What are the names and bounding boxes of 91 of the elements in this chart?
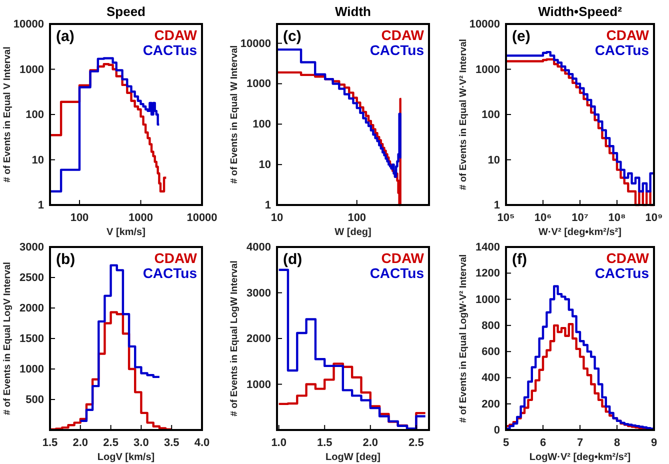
y-tick-label: 1200	[476, 268, 500, 280]
series-label: CACTus	[142, 265, 198, 281]
x-axis-title: W [deg]	[334, 227, 372, 238]
x-axis-title: W·V² [deg•km²/s²]	[538, 227, 622, 238]
y-tick-label: 3000	[246, 287, 271, 300]
y-tick-label: 1500	[20, 333, 44, 346]
y-axis-title: # of Events in Equal W Interval	[229, 45, 240, 184]
x-axis-title: LogW·V² [deg•km²/s²]	[529, 452, 631, 463]
x-tick-label: 10⁶	[534, 212, 552, 224]
x-tick-label: 1000	[128, 212, 153, 224]
x-tick-label: 9	[650, 436, 658, 449]
y-tick-label: 100	[482, 109, 500, 122]
chart-title: Width•Speed²	[538, 4, 623, 19]
x-tick-label: 5	[502, 436, 510, 449]
y-axis-title: # of Events in Equal LogV Interval	[2, 262, 13, 416]
x-tick-label: 10⁵	[497, 212, 515, 224]
text: CDAW	[381, 250, 425, 266]
text: CACTus	[370, 42, 424, 58]
y-axis-title: # of Events in Equal W·V² Interval	[458, 39, 469, 190]
y-axis-title: # of Events in Equal LogW Interval	[229, 260, 240, 416]
y-tick-label: 100	[26, 109, 44, 122]
x-axis-title: LogW [deg]	[326, 452, 380, 463]
x-tick-label: 7	[576, 436, 584, 449]
annotation: (b)	[56, 251, 76, 268]
annotation: (e)	[512, 28, 530, 45]
x-tick-label: 2.0	[362, 436, 378, 449]
y-tick-label: 1000	[246, 378, 271, 391]
y-tick-label: 1000	[20, 64, 44, 76]
y-tick-label: 10000	[240, 38, 271, 50]
y-tick-label: 1	[38, 200, 44, 212]
x-tick-label: 8	[614, 436, 620, 449]
x-tick-label: 100	[70, 212, 89, 224]
y-tick-label: 400	[482, 372, 500, 384]
y-tick-label: 2500	[20, 272, 44, 284]
y-tick-label: 3000	[20, 242, 44, 254]
text: CDAW	[381, 27, 425, 43]
text: CACTus	[594, 265, 650, 281]
x-tick-label: 100	[348, 212, 366, 224]
text: CACTus	[370, 265, 424, 281]
chart-title: Width	[335, 4, 372, 19]
x-axis-title: V [km/s]	[106, 227, 146, 238]
y-tick-label: 4000	[246, 242, 271, 254]
text: CDAW	[154, 27, 198, 43]
x-tick-label: 2.5	[408, 436, 424, 449]
y-tick-label: 10	[32, 154, 44, 166]
y-tick-label: 100	[252, 118, 271, 131]
x-tick-label: 6	[540, 436, 546, 449]
x-tick-label: 4.0	[194, 436, 210, 449]
series-label: CACTus	[594, 42, 650, 58]
y-tick-label: 10000	[469, 18, 500, 31]
x-tick-label: 10	[270, 212, 284, 224]
text: CDAW	[606, 27, 650, 43]
annotation: (c)	[283, 28, 302, 45]
text: CDAW	[606, 250, 650, 266]
y-tick-label: 2000	[20, 302, 44, 315]
x-axis-title: LogV [km/s]	[97, 452, 155, 463]
y-axis-title: # of Events in Equal V Interval	[2, 46, 13, 182]
annotation: (f)	[512, 251, 527, 268]
y-tick-label: 1	[264, 200, 271, 212]
annotation: (a)	[56, 28, 74, 45]
y-tick-label: 10	[258, 159, 271, 172]
y-tick-label: 1000	[246, 78, 271, 90]
y-tick-label: 500	[26, 394, 44, 406]
x-tick-label: 2.5	[103, 436, 118, 449]
x-tick-label: 10⁹	[645, 212, 663, 224]
y-tick-label: 600	[482, 346, 500, 358]
y-tick-label: 1000	[476, 294, 500, 306]
x-tick-label: 1.0	[271, 436, 286, 449]
y-tick-label: 1000	[476, 64, 500, 76]
y-tick-label: 10	[488, 154, 500, 166]
y-tick-label: 0	[494, 424, 500, 437]
x-tick-label: 1.5	[42, 436, 58, 449]
x-tick-label: 3.0	[134, 436, 149, 449]
y-tick-label: 200	[482, 398, 500, 410]
x-tick-label: 10⁸	[608, 212, 626, 224]
y-tick-label: 1	[494, 200, 500, 212]
y-tick-label: 1000	[20, 364, 44, 376]
x-tick-label: 3.5	[164, 436, 180, 449]
y-axis-title: # of Events in Equal LogW·V² Interval	[458, 254, 469, 423]
y-tick-label: 1400	[476, 242, 500, 254]
x-tick-label: 1.5	[316, 436, 332, 449]
x-tick-label: 2.0	[72, 436, 88, 449]
x-tick-label: 10⁷	[572, 212, 589, 224]
chart-title: Speed	[106, 4, 146, 19]
x-tick-label: 10000	[186, 212, 218, 224]
series-label: CACTus	[142, 42, 198, 58]
y-tick-label: 2000	[246, 333, 271, 346]
y-tick-label: 800	[482, 320, 500, 332]
text: CDAW	[154, 250, 198, 266]
y-tick-label: 10000	[13, 18, 44, 31]
annotation: (d)	[283, 251, 302, 268]
